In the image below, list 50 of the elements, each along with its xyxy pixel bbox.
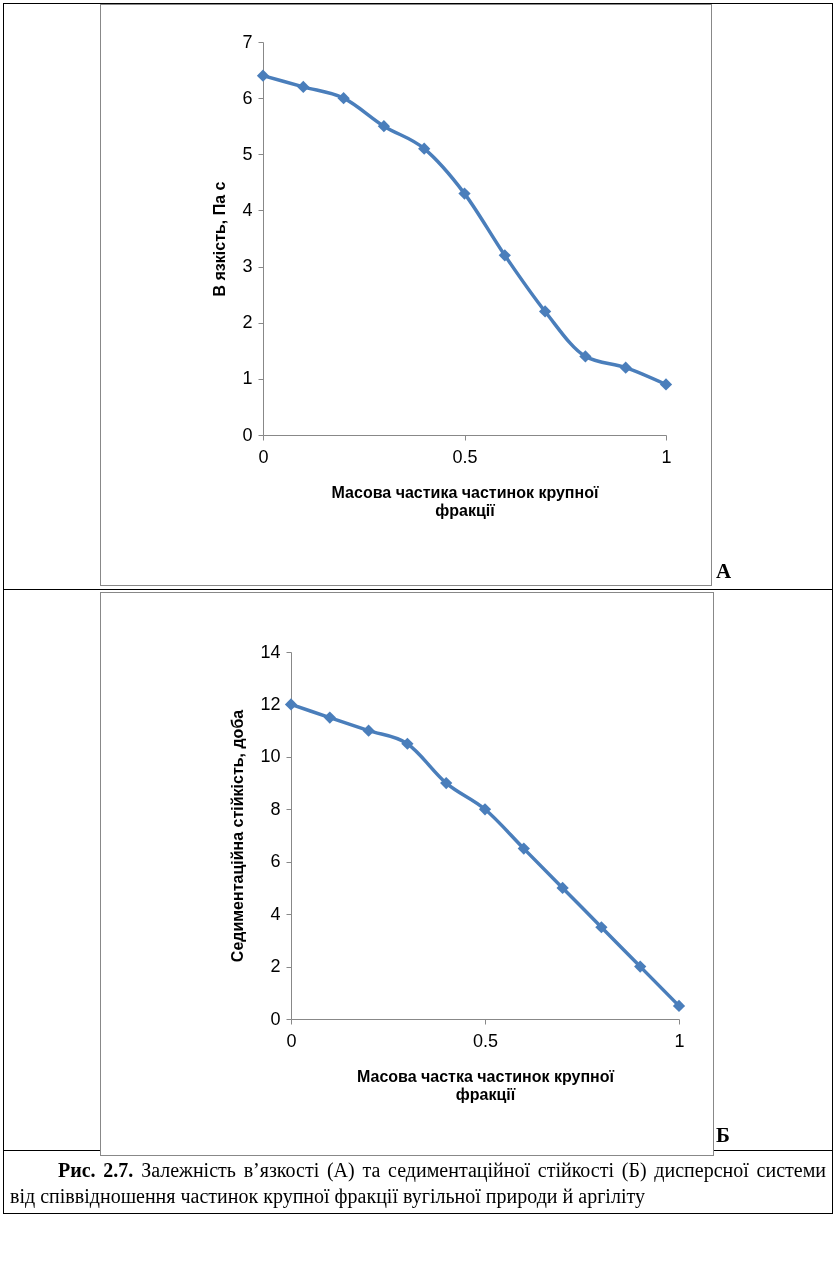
point (440, 776, 453, 790)
y-tick-label: 0 (270, 1008, 281, 1029)
point (579, 350, 592, 363)
x-axis-title: Масова частка частинок крупної фракції (356, 1067, 615, 1103)
point (659, 378, 673, 391)
point (401, 737, 414, 750)
text: Б (716, 1123, 730, 1148)
y-tick-label: 5 (242, 143, 253, 164)
y-tick-label: 14 (260, 641, 281, 662)
y-tick-label: 2 (270, 956, 281, 977)
y-tick-label: 6 (270, 851, 281, 872)
x-tick-label: 0 (286, 1030, 297, 1051)
point (377, 120, 391, 133)
point (498, 249, 511, 262)
x-axis-title: Масова частика частинок крупної фракції (331, 483, 599, 519)
x-tick-label: 1 (661, 446, 672, 467)
x-tick-label: 0.5 (452, 446, 478, 467)
point (418, 142, 431, 155)
point (595, 921, 608, 934)
y-axis-title: В язкість, Па с (211, 181, 229, 297)
y-tick-label: 1 (242, 368, 253, 389)
y-tick-label: 12 (260, 693, 281, 714)
point (256, 69, 270, 82)
point (458, 187, 471, 200)
y-tick-label: 8 (270, 798, 281, 819)
y-tick-label: 3 (242, 256, 253, 277)
point (556, 881, 569, 895)
point (478, 803, 492, 816)
point (672, 999, 686, 1013)
point (362, 724, 375, 737)
point (538, 305, 552, 318)
point (284, 698, 298, 711)
point (634, 960, 647, 973)
y-axis-title: Седиментаційна стійкість, доба (229, 709, 247, 963)
x-tick-label: 1 (674, 1030, 685, 1051)
text: А (716, 559, 732, 584)
point (619, 361, 632, 374)
y-tick-label: 7 (242, 31, 253, 52)
y-tick-label: 4 (242, 199, 253, 220)
point (297, 80, 310, 94)
x-tick-label: 0.5 (472, 1030, 499, 1051)
point (517, 842, 530, 855)
y-tick-label: 2 (242, 312, 253, 333)
y-tick-label: 6 (242, 87, 253, 108)
y-tick-label: 4 (270, 903, 281, 924)
text: Рис. 2.7. (58, 1159, 134, 1181)
y-tick-label: 10 (260, 746, 281, 767)
point (323, 711, 336, 724)
point (337, 92, 350, 105)
y-tick-label: 0 (242, 424, 253, 445)
